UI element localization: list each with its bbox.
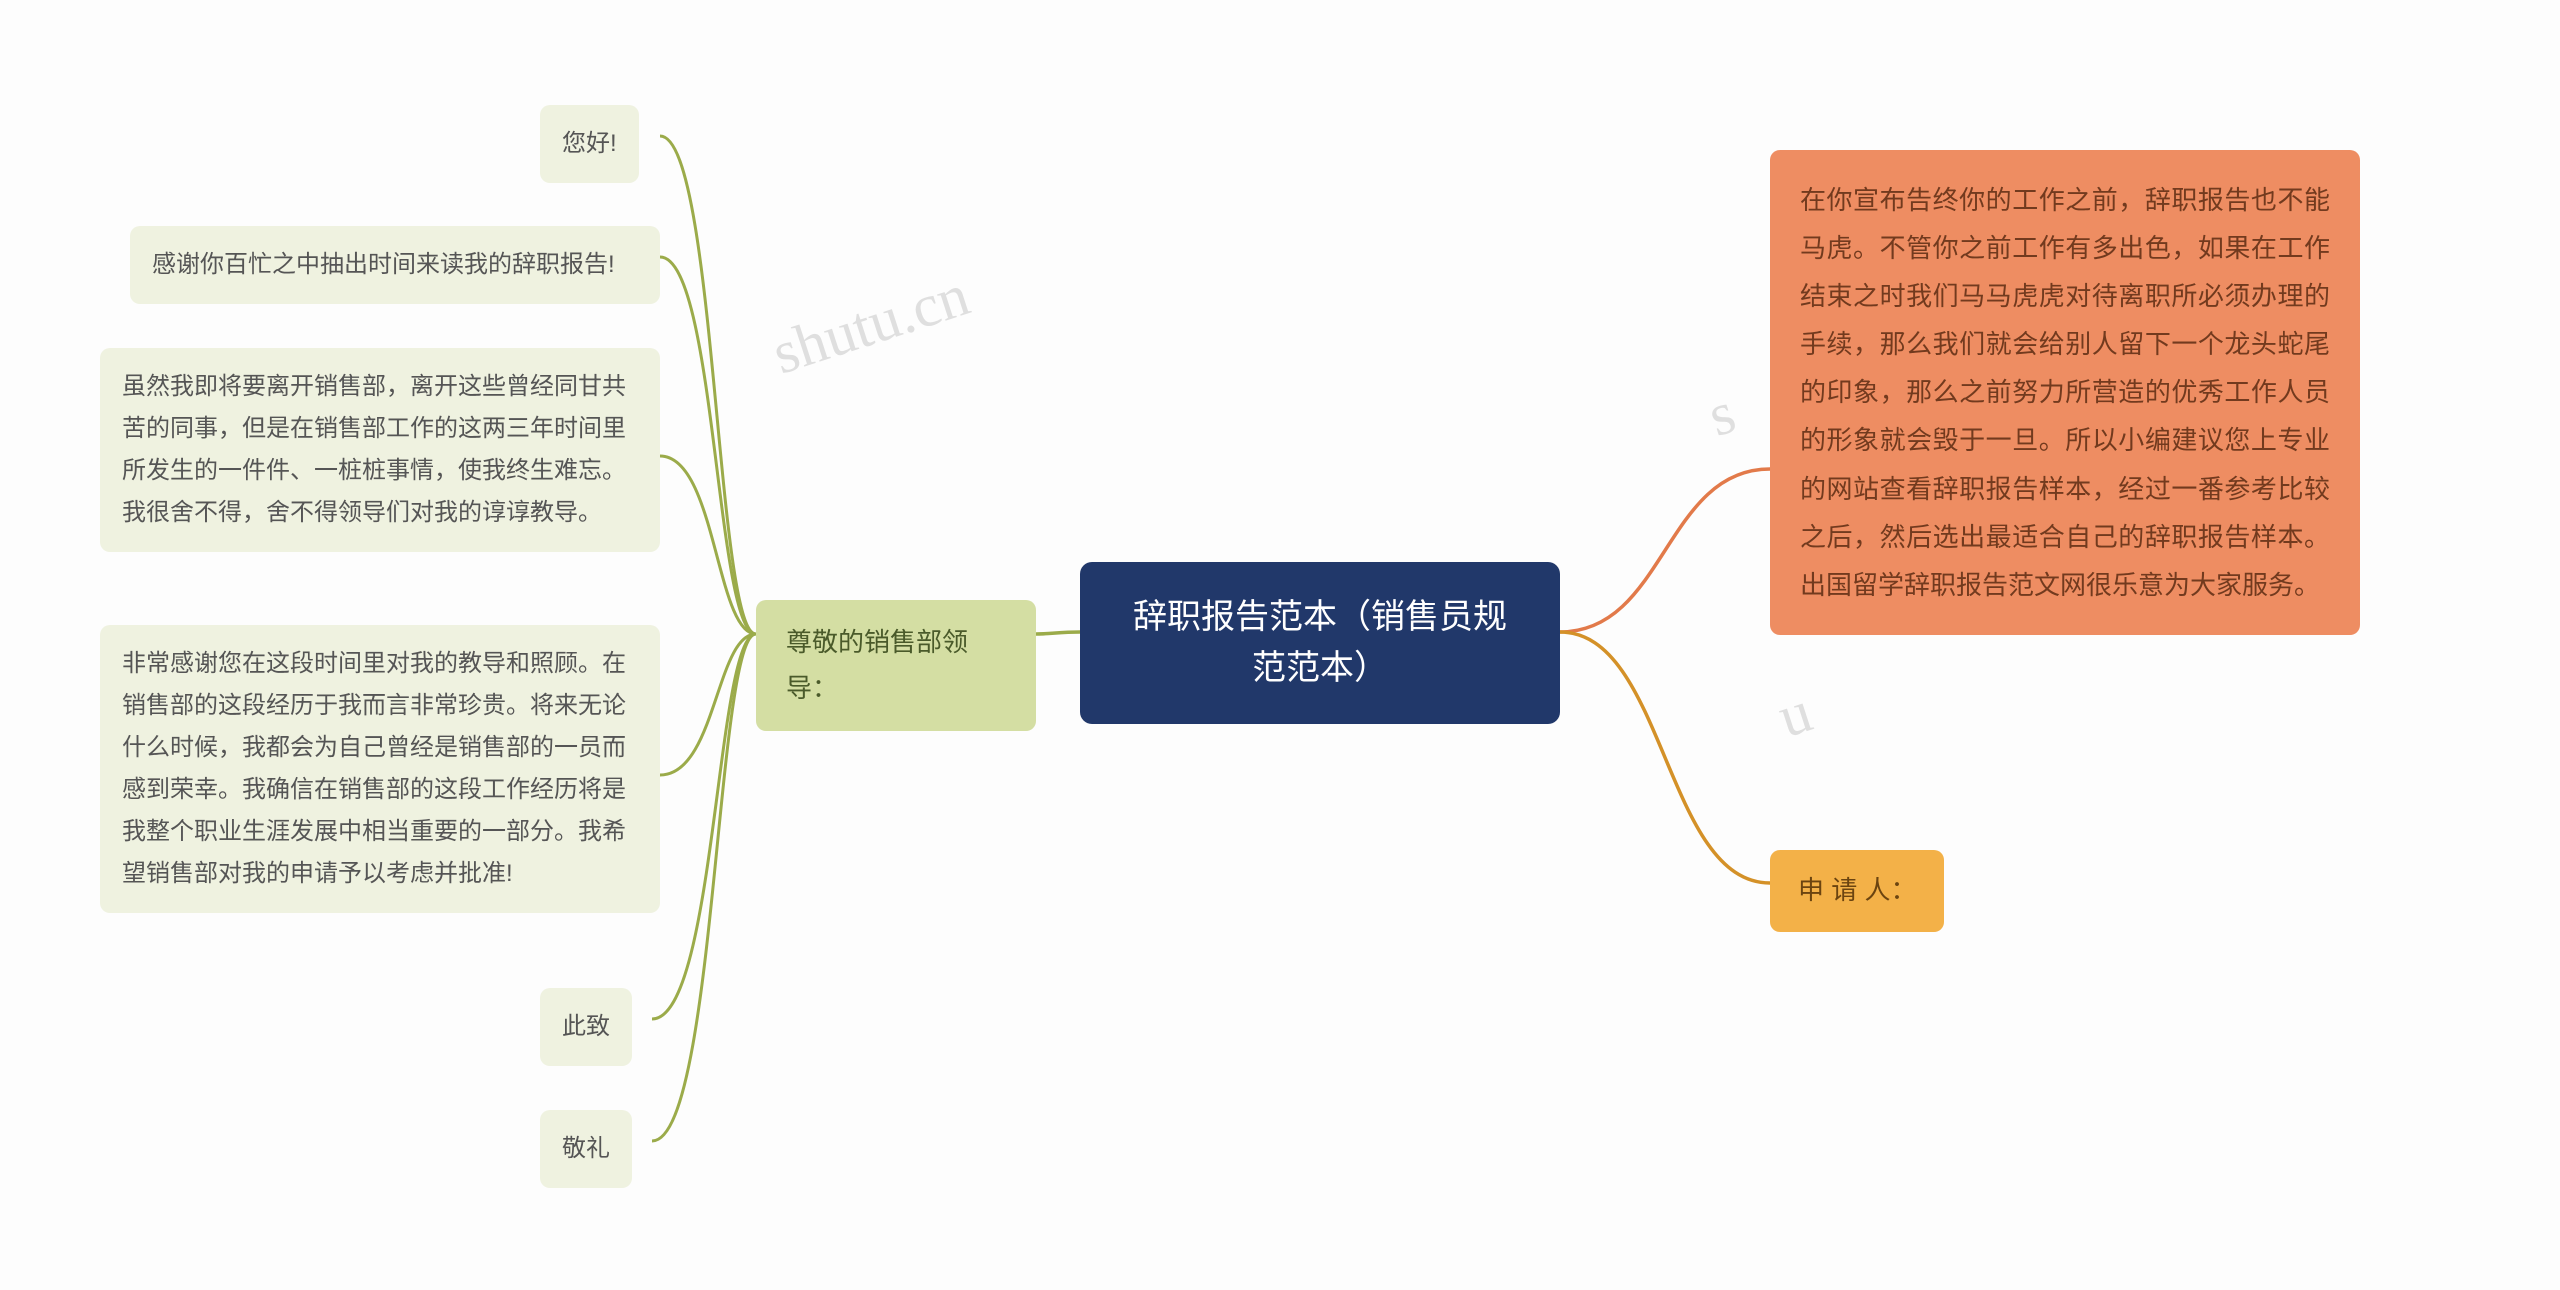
watermark: u (1770, 677, 1820, 752)
mindmap-root[interactable]: 辞职报告范本（销售员规 范范本） (1080, 562, 1560, 724)
watermark: s (1700, 378, 1744, 451)
left-branch-node[interactable]: 尊敬的销售部领导： (756, 600, 1036, 731)
left-leaf-5[interactable]: 此致 (540, 988, 632, 1066)
left-leaf-2[interactable]: 感谢你百忙之中抽出时间来读我的辞职报告! (130, 226, 660, 304)
left-leaf-1[interactable]: 您好! (540, 105, 639, 183)
left-leaf-3[interactable]: 虽然我即将要离开销售部，离开这些曾经同甘共苦的同事，但是在销售部工作的这两三年时… (100, 348, 660, 552)
root-line1: 辞职报告范本（销售员规 (1118, 592, 1522, 643)
left-leaf-4[interactable]: 非常感谢您在这段时间里对我的教导和照顾。在销售部的这段经历于我而言非常珍贵。将来… (100, 625, 660, 913)
left-leaf-6[interactable]: 敬礼 (540, 1110, 632, 1188)
right-applicant-node[interactable]: 申 请 人： (1770, 850, 1944, 932)
watermark: shutu.cn (764, 261, 977, 389)
right-intro-node[interactable]: 在你宣布告终你的工作之前，辞职报告也不能马虎。不管你之前工作有多出色，如果在工作… (1770, 150, 2360, 635)
root-line2: 范范本） (1118, 643, 1522, 694)
